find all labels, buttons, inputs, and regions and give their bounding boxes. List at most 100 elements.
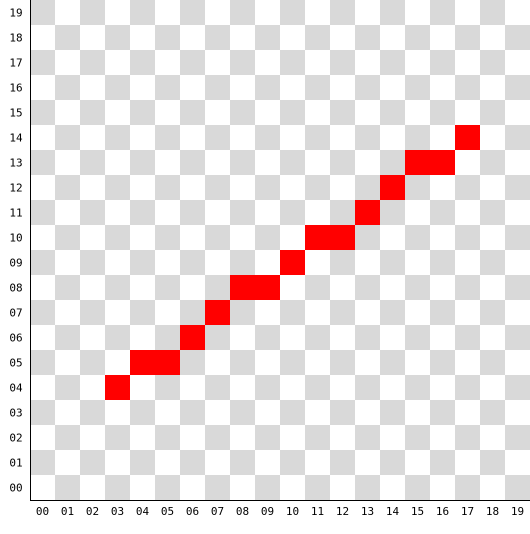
x-tick-label: 15 xyxy=(411,505,424,518)
grid-cell xyxy=(380,275,405,300)
grid-cell xyxy=(130,150,155,175)
grid-cell xyxy=(330,325,355,350)
grid-cell xyxy=(480,375,505,400)
y-tick-label: 00 xyxy=(9,482,22,495)
grid-cell xyxy=(205,200,230,225)
x-tick-label: 01 xyxy=(61,505,74,518)
grid-cell xyxy=(305,25,330,50)
grid-cell xyxy=(255,0,280,25)
grid-cell xyxy=(505,100,530,125)
grid-cell xyxy=(305,400,330,425)
grid-cell xyxy=(155,200,180,225)
grid-cell xyxy=(330,250,355,275)
grid-cell xyxy=(255,400,280,425)
grid-cell xyxy=(255,300,280,325)
line-pixel xyxy=(455,125,480,150)
grid-cell xyxy=(405,350,430,375)
grid-cell xyxy=(380,475,405,500)
grid-cell xyxy=(405,175,430,200)
grid-cell xyxy=(255,375,280,400)
grid-cell xyxy=(205,75,230,100)
grid-cell xyxy=(405,75,430,100)
grid-cell xyxy=(505,250,530,275)
grid-cell xyxy=(480,100,505,125)
y-tick-label: 12 xyxy=(9,182,22,195)
y-tick-label: 04 xyxy=(9,382,23,395)
grid-cell xyxy=(305,375,330,400)
grid-cell xyxy=(130,400,155,425)
grid-cell xyxy=(355,250,380,275)
grid-cell xyxy=(430,25,455,50)
grid-cell xyxy=(130,25,155,50)
grid-cell xyxy=(55,425,80,450)
grid-cell xyxy=(55,175,80,200)
grid-cell xyxy=(105,425,130,450)
x-tick-label: 17 xyxy=(461,505,474,518)
grid-cell xyxy=(280,375,305,400)
grid-cell xyxy=(330,175,355,200)
grid-cell xyxy=(430,400,455,425)
checkerboard xyxy=(30,0,530,500)
grid-cell xyxy=(105,0,130,25)
y-tick-label: 07 xyxy=(9,307,22,320)
grid-cell xyxy=(180,275,205,300)
grid-cell xyxy=(255,50,280,75)
grid-cell xyxy=(355,475,380,500)
grid-cell xyxy=(230,125,255,150)
grid-cell xyxy=(405,250,430,275)
grid-cell xyxy=(105,475,130,500)
grid-cell xyxy=(305,275,330,300)
grid-cell xyxy=(305,450,330,475)
grid-cell xyxy=(305,100,330,125)
grid-cell xyxy=(405,325,430,350)
x-tick-label: 11 xyxy=(311,505,324,518)
grid-cell xyxy=(105,25,130,50)
grid-cell xyxy=(205,125,230,150)
grid-cell xyxy=(155,25,180,50)
line-pixel xyxy=(355,200,380,225)
grid-cell xyxy=(380,125,405,150)
grid-cell xyxy=(180,50,205,75)
grid-cell xyxy=(480,75,505,100)
grid-cell xyxy=(230,350,255,375)
grid-cell xyxy=(405,375,430,400)
grid-cell xyxy=(55,300,80,325)
grid-cell xyxy=(205,175,230,200)
grid-cell xyxy=(255,150,280,175)
grid-cell xyxy=(280,125,305,150)
grid-cell xyxy=(105,250,130,275)
grid-cell xyxy=(355,50,380,75)
line-pixel xyxy=(205,300,230,325)
grid-cell xyxy=(430,425,455,450)
grid-cell xyxy=(405,400,430,425)
grid-cell xyxy=(330,450,355,475)
grid-cell xyxy=(155,100,180,125)
x-tick-label: 07 xyxy=(211,505,224,518)
grid-cell xyxy=(205,475,230,500)
x-tick-label: 12 xyxy=(336,505,349,518)
grid-cell xyxy=(355,400,380,425)
grid-cell xyxy=(55,450,80,475)
grid-cell xyxy=(405,25,430,50)
grid-cell xyxy=(255,325,280,350)
y-tick-labels: 00 01 02 03 04 05 06 07 08 09 10 11 12 13 14 15 16 17 18 19 xyxy=(9,7,23,495)
grid-cell xyxy=(80,100,105,125)
grid-cell xyxy=(480,300,505,325)
grid-cell xyxy=(355,300,380,325)
grid-cell xyxy=(130,425,155,450)
line-pixel xyxy=(230,275,255,300)
grid-cell xyxy=(455,75,480,100)
grid-cell xyxy=(55,200,80,225)
grid-cell xyxy=(280,425,305,450)
grid-cell xyxy=(155,400,180,425)
grid-cell xyxy=(255,125,280,150)
grid-cell xyxy=(455,200,480,225)
line-pixel xyxy=(280,250,305,275)
grid-cell xyxy=(255,25,280,50)
grid-cell xyxy=(105,200,130,225)
grid-cell xyxy=(430,200,455,225)
grid-cell xyxy=(180,400,205,425)
grid-cell xyxy=(255,450,280,475)
grid-cell xyxy=(330,50,355,75)
